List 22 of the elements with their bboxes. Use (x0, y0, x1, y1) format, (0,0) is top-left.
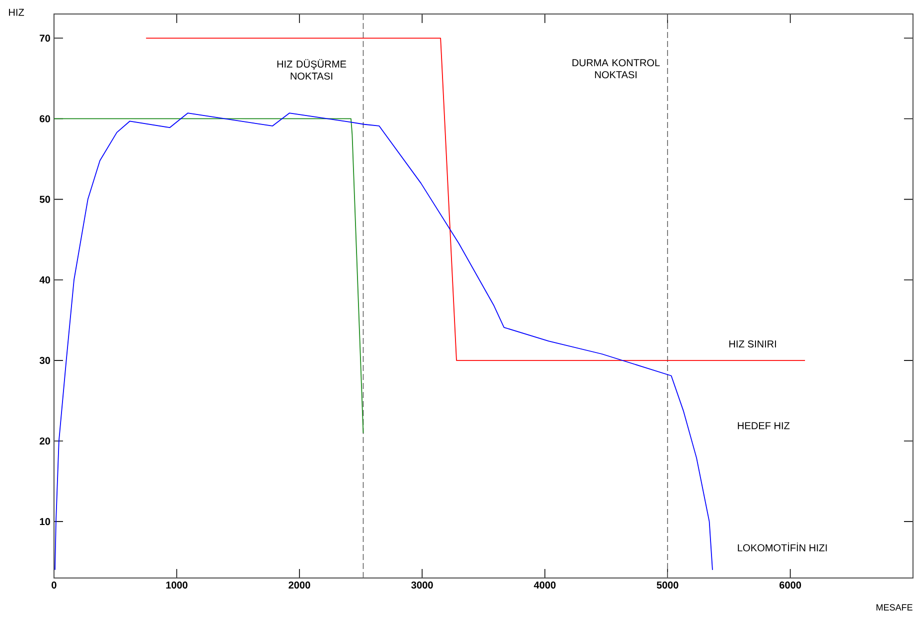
x-tick-label: 3000 (411, 582, 433, 589)
x-tick-label: 6000 (780, 582, 802, 589)
x-tick-label: 1000 (166, 582, 188, 589)
y-tick-label: 10 (40, 518, 50, 526)
x-axis-title: MESAFE (876, 604, 912, 611)
x-tick-label: 4000 (534, 582, 556, 589)
y-tick-label: 20 (40, 437, 50, 445)
y-tick-label: 30 (40, 356, 50, 364)
annotation: HEDEF HIZ (738, 422, 790, 430)
y-tick-label: 70 (40, 34, 50, 42)
y-tick-label: 50 (40, 196, 50, 203)
annotation: LOKOMOTİFİN HIZI (738, 542, 827, 552)
annotation: HIZ SINIRI (729, 340, 776, 348)
x-tick-label: 0 (52, 582, 56, 589)
y-tick-label: 40 (40, 276, 50, 284)
ref-line-label: DURMA KONTROL NOKTASI (572, 59, 660, 78)
ref-line-label: HIZ DÜŞÜRME NOKTASI (277, 59, 346, 80)
y-axis-title: HIZ (9, 8, 24, 16)
x-tick-label: 2000 (288, 582, 310, 589)
x-tick-label: 5000 (656, 582, 678, 589)
y-tick-label: 60 (40, 115, 50, 122)
line-series (54, 112, 713, 570)
